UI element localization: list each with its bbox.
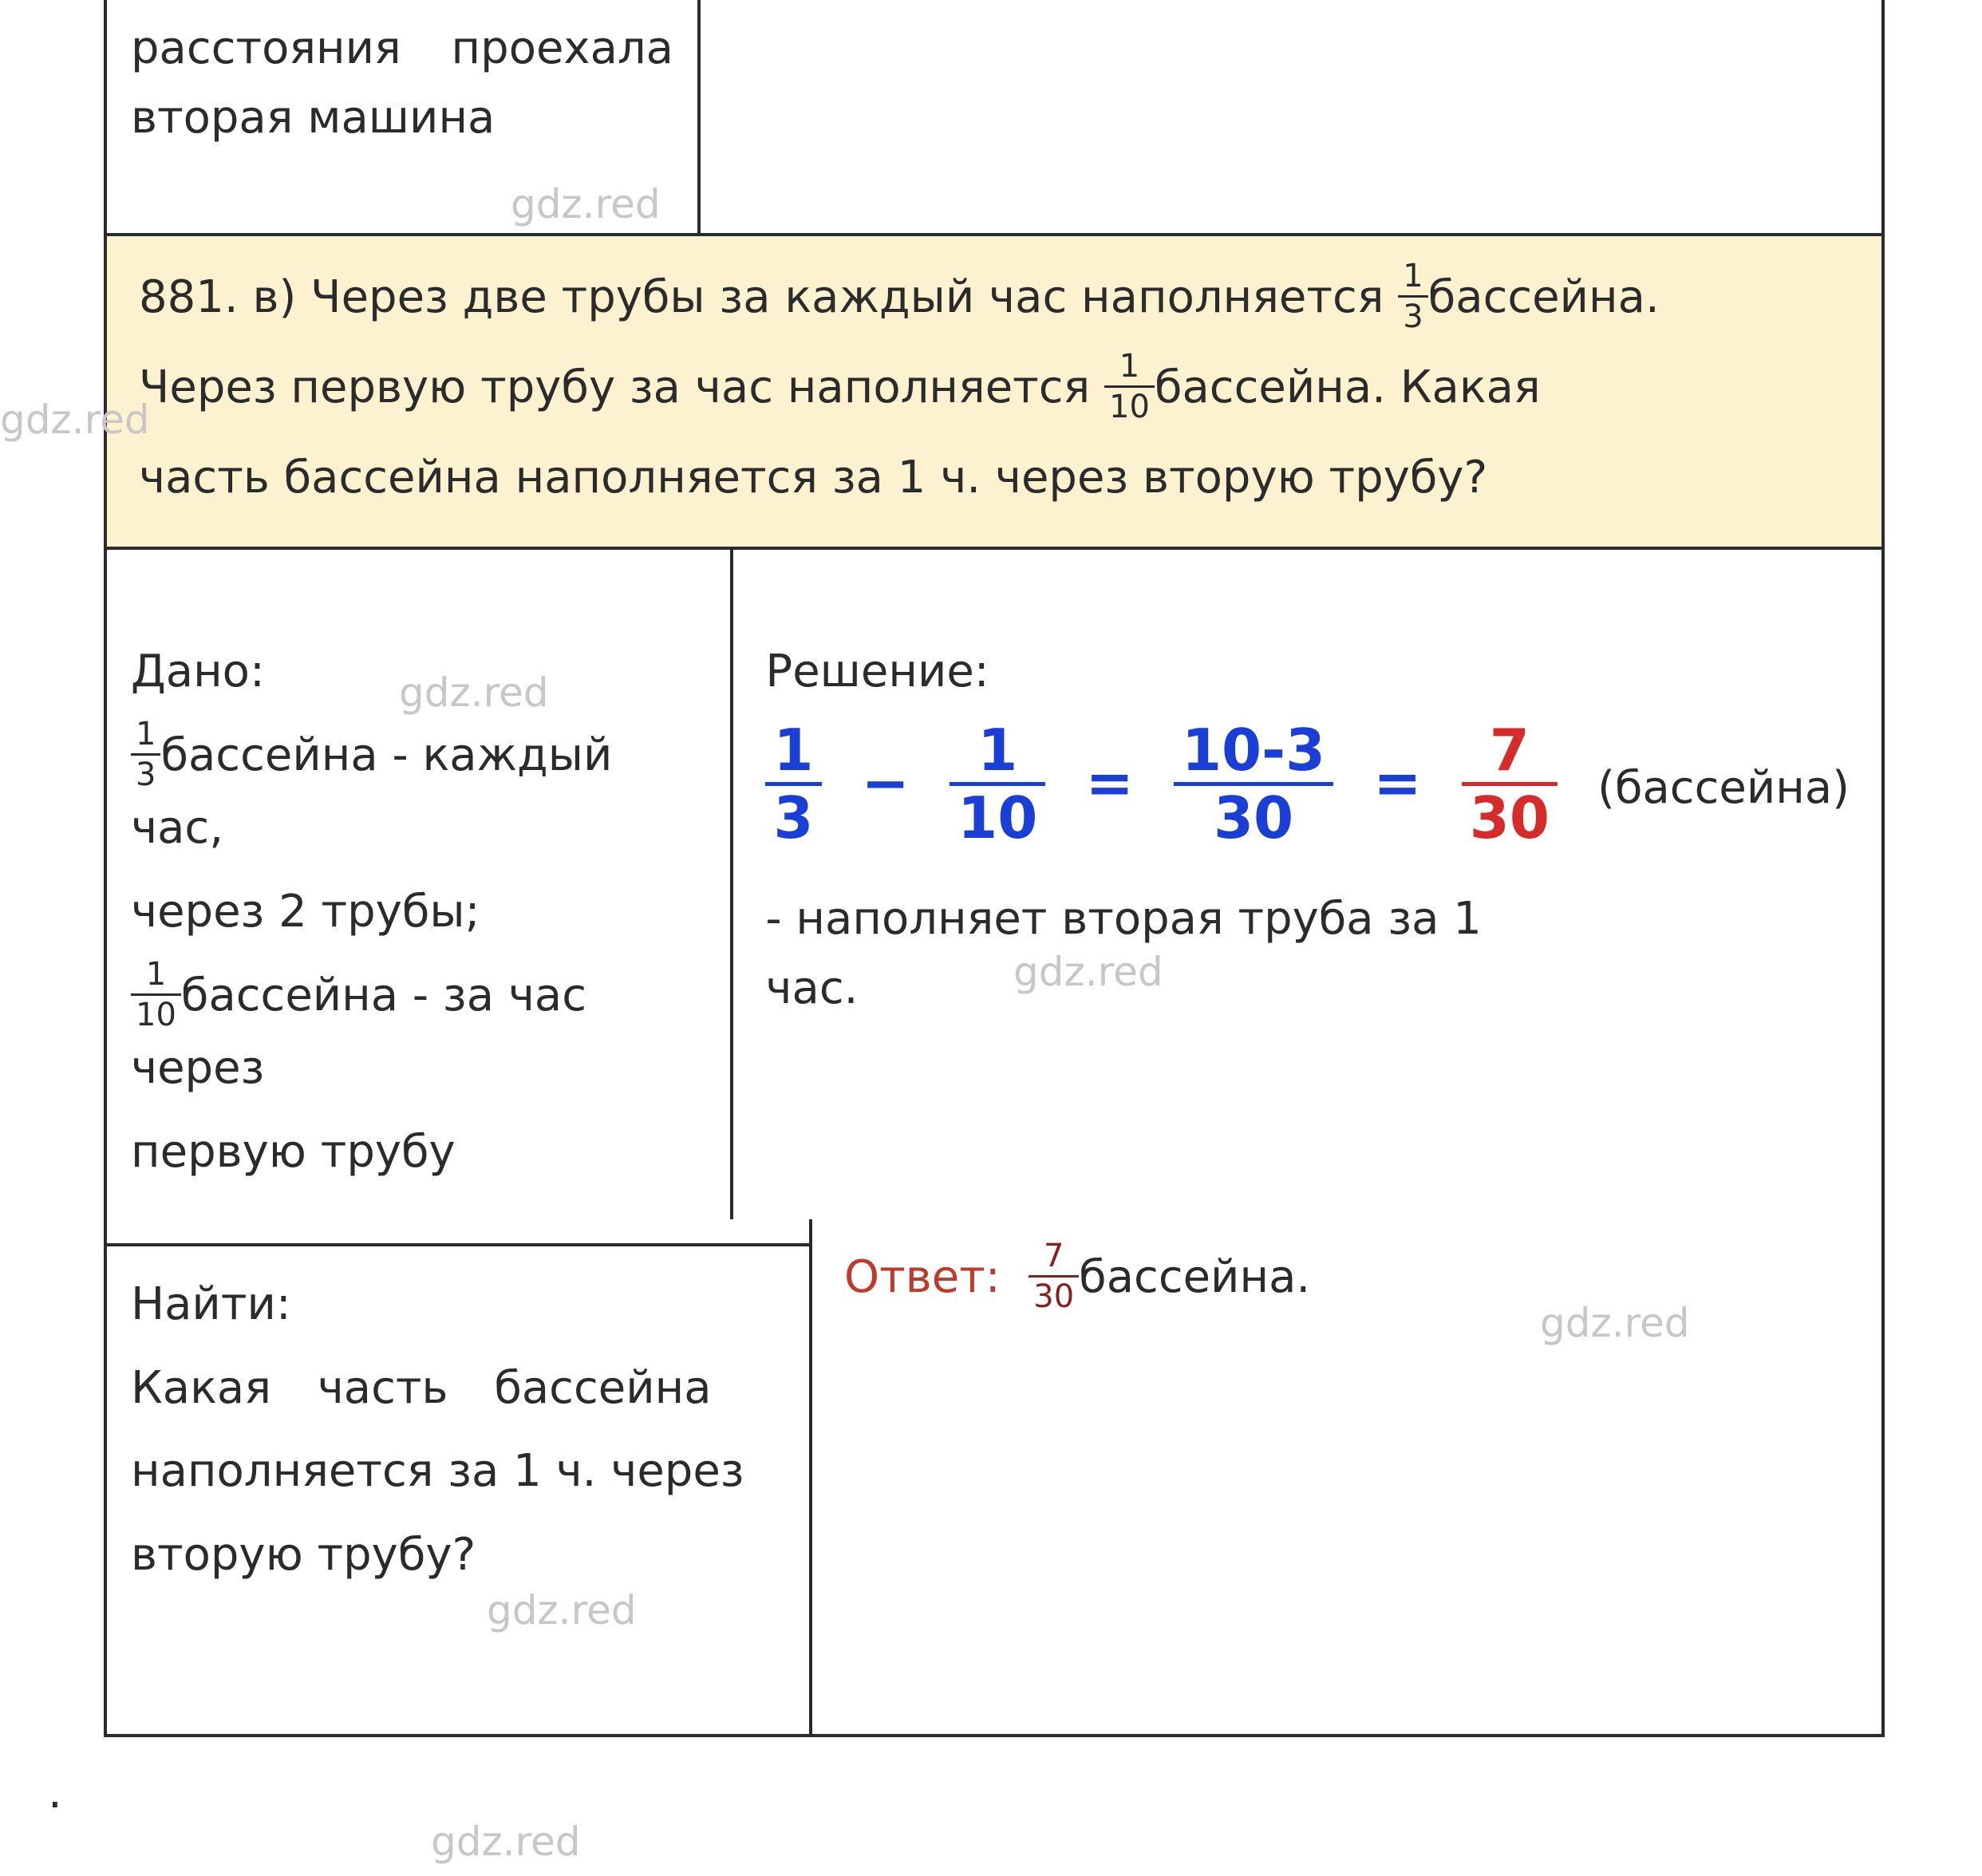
given-line-2: через 2 трубы;: [131, 878, 706, 947]
frac-n: 1: [1398, 260, 1427, 298]
given-line-1: 1 3 бассейна - каждый час,: [131, 721, 706, 863]
fraction-1-3-icon: 1 3: [131, 718, 160, 791]
given-text-3: бассейна - за час через: [131, 970, 586, 1094]
eq-frac-1: 1 3: [765, 718, 821, 850]
find-title: Найти:: [131, 1270, 785, 1340]
answer-fraction-icon: 7 30: [1029, 1240, 1079, 1313]
watermark-icon: gdz.red: [431, 1811, 581, 1874]
frac-d: 10: [131, 996, 181, 1031]
frac-d: 10: [1104, 388, 1155, 423]
problem-number: 881.: [139, 271, 239, 323]
find-line-3: вторую трубу?: [131, 1521, 785, 1590]
solution-equation: 1 3 − 1 10 = 10-3 30 = 7: [765, 721, 1850, 853]
solution-cell: Решение: 1 3 − 1 10 = 10-3 30: [730, 550, 1881, 1219]
eq-frac-4: 7 30: [1462, 718, 1558, 850]
frac-d: 3: [765, 786, 821, 850]
find-line-2: наполняется за 1 ч. через: [131, 1437, 785, 1507]
frac-n: 1: [131, 718, 160, 756]
eq-frac-3: 10-3 30: [1174, 718, 1333, 850]
fraction-1-10-icon: 1 10: [131, 958, 181, 1031]
frac-n: 7: [1029, 1240, 1079, 1278]
fraction-1-3-icon: 1 3: [1398, 260, 1427, 333]
problem-line-1: 881. в) Через две трубы за каждый час на…: [139, 263, 1850, 336]
answer-tail: бассейна.: [1079, 1251, 1310, 1303]
given-cell: Дано: 1 3 бассейна - каждый час, через 2…: [107, 550, 730, 1219]
equals-icon: =: [1085, 749, 1133, 816]
frac-n: 1: [950, 718, 1045, 786]
answer-label: Ответ:: [844, 1251, 1001, 1303]
row-given-solution: Дано: 1 3 бассейна - каждый час, через 2…: [107, 550, 1881, 1219]
find-line-1: Какая часть бассейна: [131, 1354, 785, 1424]
problem-text-2b: бассейна. Какая: [1155, 361, 1541, 413]
row-previous: расстояния проехала вторая машина: [107, 0, 1881, 236]
frac-n: 1: [131, 958, 181, 996]
fraction-1-10-icon: 1 10: [1104, 350, 1155, 423]
problem-statement: 881. в) Через две трубы за каждый час на…: [107, 236, 1881, 551]
given-text-1: бассейна - каждый час,: [131, 729, 612, 854]
problem-text-1a: Через две трубы за каждый час наполняетс…: [310, 271, 1398, 323]
dot-icon: .: [48, 1759, 62, 1828]
page: расстояния проехала вторая машина 881. в…: [0, 0, 1982, 1876]
problem-part: в): [253, 271, 297, 323]
table-outer: расстояния проехала вторая машина 881. в…: [104, 0, 1885, 1737]
frac-d: 3: [1398, 298, 1427, 333]
given-title: Дано:: [131, 638, 706, 707]
answer-cell: Ответ: 7 30 бассейна.: [809, 1219, 1881, 1734]
frac-n: 1: [765, 718, 821, 786]
given-line-4: первую трубу: [131, 1118, 706, 1187]
prev-given-cell: расстояния проехала вторая машина: [107, 0, 701, 233]
eq-note: (бассейна): [1597, 762, 1850, 814]
frac-d: 10: [950, 786, 1045, 850]
problem-line-2: Через первую трубу за час наполняется 1 …: [139, 353, 1850, 426]
frac-d: 30: [1174, 786, 1333, 850]
eq-frac-2: 1 10: [950, 718, 1045, 850]
given-line-3: 1 10 бассейна - за час через: [131, 962, 706, 1104]
problem-text-2a: Через первую трубу за час наполняется: [139, 361, 1104, 413]
frac-d: 3: [131, 756, 160, 791]
frac-n: 1: [1104, 350, 1155, 388]
solution-tail-1: - наполняет вторая труба за 1: [765, 885, 1850, 954]
find-text-1: Какая часть бассейна: [131, 1354, 712, 1424]
find-cell: Найти: Какая часть бассейна наполняется …: [107, 1219, 809, 1734]
solution-tail-2: час.: [765, 954, 1850, 1024]
prev-given-text: расстояния проехала вторая машина: [131, 22, 673, 144]
frac-d: 30: [1462, 786, 1558, 850]
bottom-border: [107, 1734, 1881, 1737]
minus-icon: −: [862, 749, 910, 816]
frac-d: 30: [1029, 1278, 1079, 1313]
problem-text-1b: бассейна.: [1428, 271, 1660, 323]
solution-tail-text: - наполняет вторая труба за 1: [765, 885, 1482, 954]
row-find-answer: Найти: Какая часть бассейна наполняется …: [107, 1219, 1881, 1734]
prev-solution-cell: [701, 0, 1881, 233]
solution-title: Решение:: [765, 638, 1850, 707]
frac-n: 7: [1462, 718, 1558, 786]
frac-n: 10-3: [1174, 718, 1333, 786]
problem-line-3: часть бассейна наполняется за 1 ч. через…: [139, 444, 1850, 513]
equals-icon: =: [1373, 749, 1421, 816]
